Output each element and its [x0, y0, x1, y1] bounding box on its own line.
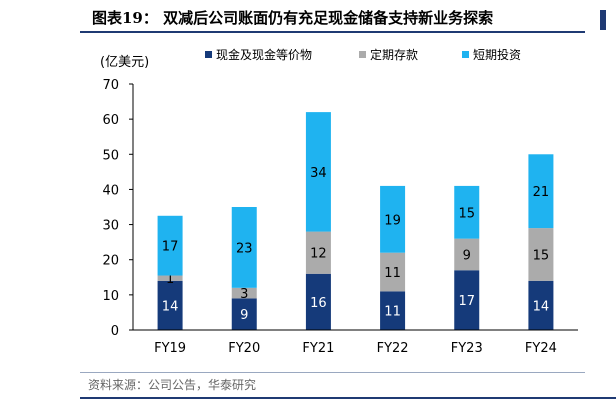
data-label: 11 [384, 305, 401, 320]
stacked-bar-chart: (亿美元) 现金及现金等价物 定期存款 短期投资 0 10 20 30 40 50 60 70 1… [100, 47, 578, 356]
data-label: 15 [533, 248, 550, 263]
data-label: 17 [162, 240, 179, 255]
bars: 14 1 17 9 3 23 16 12 34 11 11 19 17 9 15 14 15 21 [157, 112, 554, 330]
bar-segment [305, 273, 331, 330]
data-label: 19 [384, 213, 401, 228]
data-label: 34 [310, 166, 327, 181]
x-tick-label: FY22 [377, 341, 409, 356]
data-label: 1 [166, 272, 174, 287]
bar-segment [231, 298, 257, 330]
legend-swatch [359, 51, 366, 58]
y-tick-label: 50 [102, 148, 119, 163]
data-label: 9 [463, 248, 471, 263]
bar-segment [380, 252, 406, 292]
data-label: 17 [458, 294, 475, 309]
title-underline [80, 31, 585, 33]
bar-segment [157, 280, 183, 330]
data-label: 9 [240, 308, 248, 323]
x-tick-label: FY20 [228, 341, 260, 356]
legend-swatch [205, 51, 212, 58]
bar-segment [454, 238, 480, 271]
figure-title: 图表19： 双减后公司账面仍有充足现金储备支持新业务探索 [92, 9, 494, 27]
data-label: 12 [310, 247, 327, 262]
bar-segment [380, 291, 406, 330]
x-tick-label: FY24 [525, 341, 557, 356]
y-tick-label: 70 [102, 78, 119, 93]
y-tick-label: 30 [102, 219, 119, 234]
bottom-rule [80, 397, 616, 399]
y-axis: 0 10 20 30 40 50 60 70 [102, 78, 134, 339]
data-label: 3 [240, 287, 248, 302]
bar-segment [157, 275, 183, 281]
source-note: 资料来源：公司公告，华泰研究 [88, 378, 257, 392]
data-label: 14 [533, 299, 550, 314]
x-axis: FY19 FY20 FY21 FY22 FY23 FY24 [133, 329, 578, 356]
y-tick-label: 10 [102, 289, 119, 304]
bar-segment [528, 154, 554, 229]
y-tick-label: 40 [102, 183, 119, 198]
bar-segment [305, 231, 331, 274]
y-axis-unit-label: (亿美元) [100, 55, 149, 70]
source-divider [80, 372, 585, 373]
bar-segment [231, 207, 257, 288]
legend: 现金及现金等价物 定期存款 短期投资 [205, 47, 521, 62]
adjacent-figure-edge [600, 10, 606, 30]
data-label: 16 [310, 296, 327, 311]
data-label: 14 [162, 299, 179, 314]
x-tick-label: FY23 [451, 341, 483, 356]
legend-swatch [462, 51, 469, 58]
data-label: 21 [533, 185, 550, 200]
y-tick-label: 0 [111, 324, 119, 339]
y-tick-label: 60 [102, 113, 119, 128]
legend-label: 定期存款 [370, 47, 418, 62]
data-label: 23 [236, 241, 253, 256]
bar-segment [157, 215, 183, 276]
bar-segment [454, 185, 480, 239]
x-tick-label: FY21 [302, 341, 334, 356]
bar-segment [231, 287, 257, 299]
bar-segment [528, 280, 554, 330]
legend-label: 现金及现金等价物 [216, 47, 312, 62]
data-label: 11 [384, 266, 401, 281]
bar-segment [454, 270, 480, 330]
bar-segment [305, 112, 331, 232]
legend-label: 短期投资 [473, 47, 521, 62]
bar-segment [528, 228, 554, 281]
data-label: 15 [458, 206, 475, 221]
y-tick-label: 20 [102, 254, 119, 269]
bar-segment [380, 185, 406, 253]
x-tick-label: FY19 [154, 341, 186, 356]
